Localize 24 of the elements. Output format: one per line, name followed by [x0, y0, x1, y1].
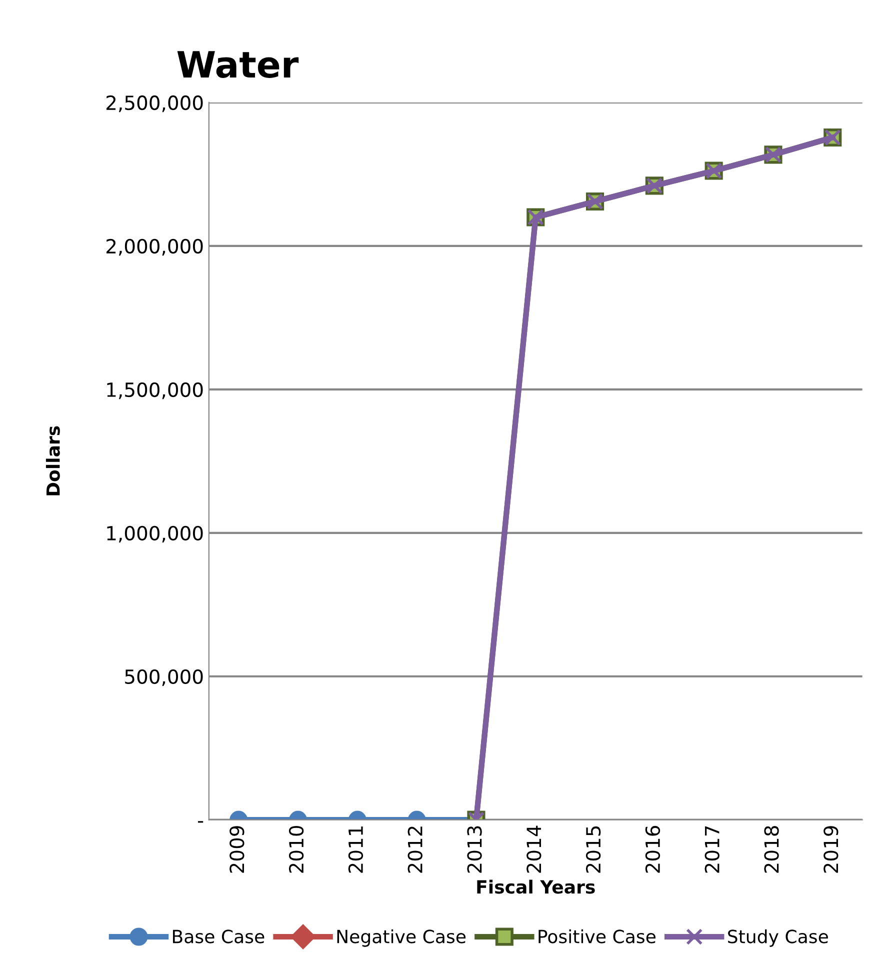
- x-tick-label: 2010: [288, 826, 304, 873]
- chart-title: Water: [177, 51, 299, 78]
- x-tick-label: 2012: [408, 826, 422, 873]
- y-tick-label: 2,000,000: [106, 238, 203, 256]
- x-tick-label: 2016: [645, 826, 660, 873]
- x-tick-label: 2017: [704, 826, 720, 873]
- legend-label: Positive Case: [538, 929, 656, 944]
- x-tick-label: 2014: [526, 826, 542, 873]
- y-tick-label: 1,000,000: [107, 526, 203, 543]
- x-tick-label: 2018: [764, 826, 779, 873]
- y-tick-label: 500,000: [125, 669, 203, 686]
- x-tick-label: 2013: [467, 826, 482, 873]
- legend-label: Base Case: [173, 930, 264, 944]
- x-tick-label: 2015: [586, 826, 601, 873]
- x-tick-label: 2019: [824, 826, 838, 873]
- legend-label: Negative Case: [337, 929, 466, 947]
- x-tick-label: 2009: [230, 826, 244, 873]
- y-tick-label: 1,500,000: [107, 382, 203, 400]
- y-tick-label: 2,500,000: [106, 95, 203, 112]
- x-axis-title: Fiscal Years: [477, 880, 595, 894]
- legend-label: Study Case: [728, 929, 828, 947]
- y-tick-label: -: [198, 821, 204, 823]
- x-tick-label: 2011: [348, 826, 364, 873]
- y-axis-title: Dollars: [46, 426, 60, 496]
